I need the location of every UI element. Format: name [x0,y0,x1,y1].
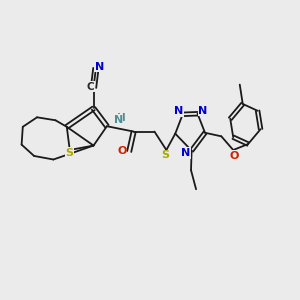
Text: N: N [198,106,208,116]
Text: H: H [117,112,126,123]
Text: O: O [229,151,239,161]
Text: O: O [117,146,127,156]
Text: N: N [181,148,190,158]
Text: S: S [66,148,74,158]
Text: N: N [95,62,104,72]
Text: N: N [114,115,123,125]
Text: S: S [161,150,169,160]
Text: N: N [174,106,183,116]
Text: C: C [87,82,94,92]
